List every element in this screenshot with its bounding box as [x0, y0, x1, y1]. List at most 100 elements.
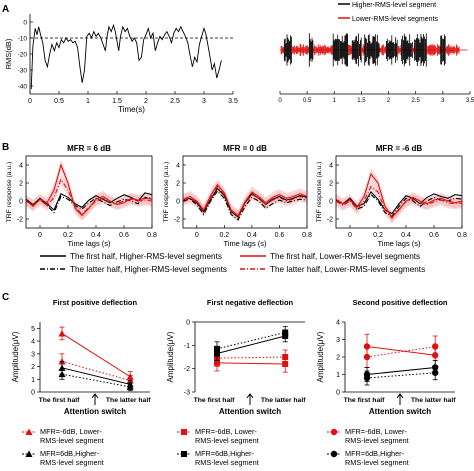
- b1-x-tick-label: 0.4: [91, 232, 101, 239]
- c3-switch-label: Attention switch: [369, 407, 431, 416]
- c1-legend-label: RMS-level segment: [40, 436, 104, 445]
- c3-category-latter: The latter half: [411, 397, 456, 404]
- b2-x-tick-label: 0.2: [219, 232, 229, 239]
- c3-series-line: [366, 367, 436, 375]
- b3-y-label: TRF response (a.u.): [316, 162, 323, 223]
- c1-series-line: [61, 373, 131, 388]
- c2-series-line: [216, 362, 286, 365]
- c1-legend-label: RMS-level segment: [40, 458, 104, 467]
- c2-marker: [214, 345, 220, 352]
- a1-x-tick-label: 0: [28, 98, 32, 105]
- c3-title: Second positive deflection: [352, 298, 447, 307]
- b3-series-red-solid: [335, 172, 463, 219]
- a2-segment-higher: [386, 35, 398, 65]
- a1-x-label: Time(s): [118, 105, 145, 114]
- b2-frame: [182, 155, 308, 229]
- a2-segment-higher: [308, 33, 314, 67]
- c1-marker: [58, 329, 66, 337]
- a2-x-tick-label: 3: [441, 98, 445, 104]
- b-legend-label: The latter half, Higher-RMS-level segmen…: [70, 265, 227, 274]
- a2-segment-lower: [280, 45, 285, 55]
- b2-y-tick-label: 2: [176, 181, 180, 188]
- c1-marker: [58, 370, 66, 378]
- c1-category-latter: The latter half: [106, 397, 151, 404]
- b3-y-tick-label: 2: [329, 181, 333, 188]
- a2-segment-lower: [412, 45, 415, 55]
- b1-y-label: TRF response (a.u.): [6, 162, 13, 223]
- b1-x-tick-label: 0.6: [119, 232, 129, 239]
- c3-legend-label: MFR=-6dB, Lower-: [345, 427, 407, 436]
- a1-y-label: RMS(dB): [4, 38, 13, 69]
- c2-y-label: Amplitude(μV): [166, 331, 175, 382]
- b2-title: MFR = 0 dB: [223, 144, 267, 153]
- a2-segment-higher: [364, 34, 380, 66]
- c1-legend-label: MFR=-6dB, Lower-: [40, 427, 102, 436]
- a2-legend-label: Higher-RMS-level segment: [352, 2, 436, 9]
- b1-band: [26, 174, 152, 220]
- b3-y-tick-label: 4: [329, 163, 333, 170]
- b3-x-tick-label: 0.2: [373, 232, 383, 239]
- a2-segment-lower: [396, 45, 402, 55]
- a1-x-tick-label: 0.5: [54, 98, 64, 105]
- b3-x-label: Time lags (s): [377, 239, 421, 248]
- a2-segment-higher: [414, 33, 427, 67]
- a1-y-tick-label: -30: [18, 68, 28, 75]
- b2-series-red-dash: [182, 185, 308, 218]
- a2-segment-higher: [332, 33, 348, 67]
- panel-label-c: C: [2, 292, 9, 303]
- c3-y-label: Amplitude(μV): [316, 331, 325, 382]
- c2-series-line: [216, 356, 286, 359]
- c1-y-tick-label: 3: [31, 351, 35, 358]
- b1-series-red-dash: [25, 178, 153, 216]
- a2-segment-lower: [361, 44, 365, 56]
- c2-y-tick-label: 0: [186, 320, 190, 327]
- c2-category-latter: The latter half: [261, 397, 306, 404]
- c1-y-tick-label: 5: [31, 326, 35, 333]
- a1-y-tick-label: -20: [18, 52, 28, 59]
- b-legend-label: The first half, Lower-RMS-level segments: [270, 252, 420, 261]
- c2-category-first: The first half: [194, 397, 236, 404]
- c1-y-label: Amplitude(μV): [11, 331, 20, 382]
- a1-y-tick-label: 0: [23, 20, 27, 27]
- c3-marker: [363, 353, 371, 361]
- b2-y-tick-label: 0: [176, 199, 180, 206]
- c2-y-tick-label: -1: [184, 343, 190, 350]
- b3-y-tick-label: 0: [329, 199, 333, 206]
- c3-marker: [432, 343, 439, 350]
- c1-switch-arrow: [91, 393, 99, 405]
- b1-x-tick-label: 0.2: [63, 232, 73, 239]
- a1-x-tick-label: 2.5: [170, 98, 180, 105]
- b2-x-tick-label: 0: [195, 232, 199, 239]
- a1-rms-line: [30, 23, 222, 90]
- a2-legend-label: Lower-RMS-level segments: [352, 16, 438, 23]
- b3-band: [336, 168, 462, 223]
- c2-legend-marker: [181, 429, 187, 435]
- c3-series-line: [366, 346, 436, 358]
- b2-x-tick-label: 0.6: [275, 232, 285, 239]
- c3-legend-label: RMS-level segment: [345, 436, 409, 445]
- b3-x-tick-label: 0: [348, 232, 352, 239]
- c3-series-line: [366, 346, 436, 356]
- c3-legend-label: MFR=6dB,Higher-: [345, 449, 405, 458]
- c1-title: First positive deflection: [53, 298, 138, 307]
- c3-legend-label: RMS-level segment: [345, 458, 409, 467]
- c1-y-tick-label: 2: [31, 364, 35, 371]
- a1-y-tick-label: -40: [18, 84, 28, 91]
- a2-segment-lower: [291, 44, 310, 56]
- b3-frame: [335, 155, 463, 229]
- a1-x-tick-label: 1.5: [112, 98, 122, 105]
- a1-x-tick-label: 2: [144, 98, 148, 105]
- a1-y-tick-label: -10: [18, 36, 28, 43]
- c2-legend-label: MFR=6dB,Higher-: [195, 449, 255, 458]
- a2-segment-lower: [426, 44, 441, 56]
- c1-marker: [126, 383, 134, 390]
- c2-y-tick-label: -2: [184, 366, 190, 373]
- a2-x-tick-label: 1.5: [357, 98, 366, 104]
- c2-marker: [282, 329, 289, 336]
- b3-x-tick-label: 0.4: [401, 232, 411, 239]
- c1-y-tick-label: 4: [31, 339, 35, 346]
- b2-y-tick-label: 4: [176, 163, 180, 170]
- c3-legend-marker: [330, 428, 338, 436]
- b1-x-label: Time lags (s): [67, 239, 111, 248]
